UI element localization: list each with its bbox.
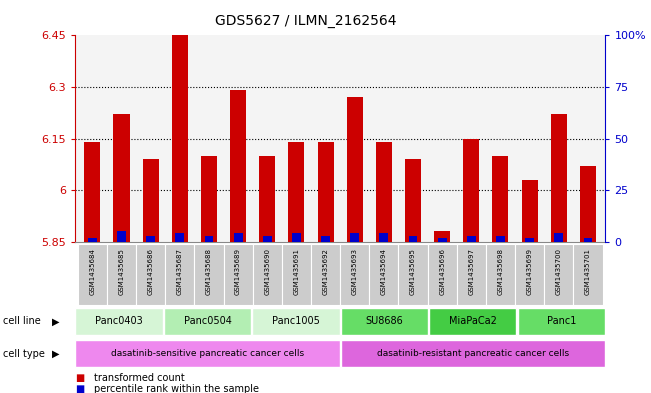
Bar	[292, 233, 301, 242]
Bar	[263, 235, 271, 242]
Bar	[429, 308, 516, 335]
Bar	[347, 97, 363, 242]
Bar	[340, 244, 369, 305]
Text: SU8686: SU8686	[365, 316, 403, 326]
Text: GSM1435701: GSM1435701	[585, 248, 591, 295]
Text: GSM1435694: GSM1435694	[381, 248, 387, 295]
Text: GSM1435684: GSM1435684	[89, 248, 95, 295]
Bar	[88, 237, 97, 242]
Text: GSM1435685: GSM1435685	[118, 248, 124, 295]
Text: GSM1435688: GSM1435688	[206, 248, 212, 295]
Text: GSM1435698: GSM1435698	[497, 248, 503, 295]
Bar	[201, 156, 217, 242]
Bar	[437, 237, 447, 242]
Bar	[515, 244, 544, 305]
Bar	[518, 308, 605, 335]
Text: GSM1435687: GSM1435687	[177, 248, 183, 295]
Text: Panc1: Panc1	[547, 316, 576, 326]
Bar	[555, 233, 563, 242]
Text: MiaPaCa2: MiaPaCa2	[449, 316, 497, 326]
Bar	[340, 308, 428, 335]
Bar	[136, 244, 165, 305]
Text: ■: ■	[75, 373, 84, 383]
Bar	[486, 244, 515, 305]
Bar	[544, 244, 574, 305]
Bar	[117, 231, 126, 242]
Text: ■: ■	[75, 384, 84, 393]
Text: GSM1435699: GSM1435699	[527, 248, 533, 295]
Bar	[467, 235, 476, 242]
Bar	[230, 90, 246, 242]
Bar	[409, 235, 417, 242]
Text: GSM1435700: GSM1435700	[556, 248, 562, 295]
Bar	[496, 235, 505, 242]
Text: Panc1005: Panc1005	[272, 316, 320, 326]
Bar	[525, 237, 534, 242]
Bar	[311, 244, 340, 305]
Bar	[143, 159, 159, 242]
Bar	[457, 244, 486, 305]
Bar	[380, 233, 388, 242]
Text: ▶: ▶	[51, 349, 59, 358]
Bar	[288, 142, 305, 242]
Text: cell type: cell type	[3, 349, 45, 358]
Text: cell line: cell line	[3, 316, 41, 326]
Bar	[398, 244, 428, 305]
Bar	[113, 114, 130, 242]
Text: Panc0504: Panc0504	[184, 316, 232, 326]
Bar	[195, 244, 223, 305]
Bar	[165, 244, 195, 305]
Bar	[405, 159, 421, 242]
Bar	[77, 244, 107, 305]
Text: dasatinib-sensitive pancreatic cancer cells: dasatinib-sensitive pancreatic cancer ce…	[111, 349, 304, 358]
Bar	[253, 244, 282, 305]
Bar	[234, 233, 243, 242]
Bar	[85, 142, 100, 242]
Bar	[580, 166, 596, 242]
Bar	[428, 244, 457, 305]
Bar	[76, 308, 163, 335]
Bar	[172, 35, 188, 242]
Text: Panc0403: Panc0403	[95, 316, 143, 326]
Bar	[434, 231, 450, 242]
Text: dasatinib-resistant pancreatic cancer cells: dasatinib-resistant pancreatic cancer ce…	[377, 349, 569, 358]
Bar	[464, 138, 479, 242]
Text: ▶: ▶	[51, 316, 59, 326]
Bar	[350, 233, 359, 242]
Bar	[146, 235, 155, 242]
Bar	[551, 114, 567, 242]
Bar	[583, 237, 592, 242]
Text: GSM1435693: GSM1435693	[352, 248, 357, 295]
Text: GSM1435689: GSM1435689	[235, 248, 241, 295]
Bar	[223, 244, 253, 305]
Text: GSM1435691: GSM1435691	[294, 248, 299, 295]
Text: GSM1435686: GSM1435686	[148, 248, 154, 295]
Bar	[107, 244, 136, 305]
Bar	[259, 156, 275, 242]
Bar	[318, 142, 333, 242]
Bar	[253, 308, 340, 335]
Bar	[376, 142, 392, 242]
Text: percentile rank within the sample: percentile rank within the sample	[94, 384, 259, 393]
Bar	[76, 340, 340, 367]
Bar	[164, 308, 251, 335]
Text: GSM1435695: GSM1435695	[410, 248, 416, 295]
Text: GSM1435692: GSM1435692	[323, 248, 329, 295]
Text: GSM1435697: GSM1435697	[468, 248, 475, 295]
Bar	[369, 244, 398, 305]
Bar	[521, 180, 538, 242]
Bar	[492, 156, 508, 242]
Text: GSM1435690: GSM1435690	[264, 248, 270, 295]
Text: GSM1435696: GSM1435696	[439, 248, 445, 295]
Bar	[282, 244, 311, 305]
Bar	[204, 235, 214, 242]
Text: transformed count: transformed count	[94, 373, 185, 383]
Text: GDS5627 / ILMN_2162564: GDS5627 / ILMN_2162564	[215, 14, 396, 28]
Bar	[175, 233, 184, 242]
Bar	[321, 235, 330, 242]
Bar	[340, 340, 605, 367]
Bar	[574, 244, 603, 305]
